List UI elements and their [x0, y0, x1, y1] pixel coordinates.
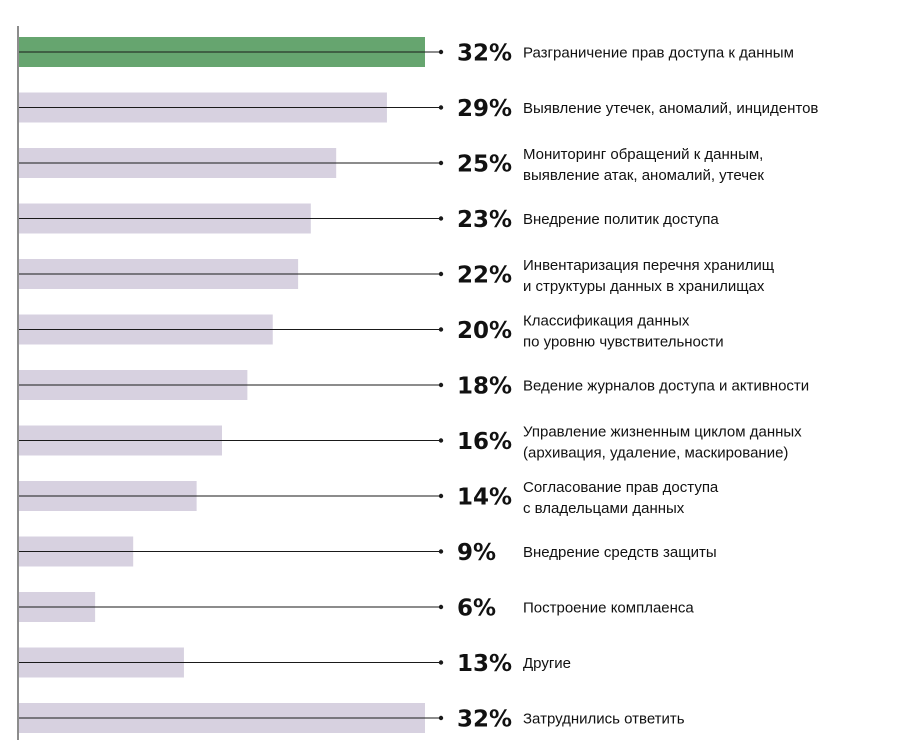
value-label: 6% [457, 596, 496, 622]
chart-row: 9% Внедрение средств защиты [19, 536, 717, 567]
value-label: 16% [457, 429, 512, 455]
chart-row: 29% Выявление утечек, аномалий, инциденто… [19, 92, 818, 123]
leader-dot [438, 105, 444, 110]
category-label: Построение комплаенса [523, 600, 694, 617]
category-label: Согласование прав доступа с владельцами д… [523, 479, 719, 517]
leader-dot [438, 660, 444, 665]
leader-dot [438, 160, 444, 166]
chart-row: 23% Внедрение политик доступа [19, 203, 719, 234]
value-label: 32% [457, 707, 512, 733]
value-label: 18% [457, 374, 512, 400]
leader-dot [438, 549, 444, 554]
category-label: Внедрение политик доступа [523, 211, 719, 228]
leader-dot [438, 438, 444, 443]
chart-row: 18% Ведение журналов доступа и активности [19, 370, 809, 400]
leader-dot [438, 493, 444, 499]
value-label: 13% [457, 651, 512, 677]
chart-row: 32% Разграничение прав доступа к данным [19, 37, 794, 67]
leader-dot [438, 216, 444, 221]
chart-row: 32% Затруднились ответить [19, 703, 685, 733]
chart-row: 13% Другие [19, 647, 571, 678]
category-label: Выявление утечек, аномалий, инцидентов [523, 100, 818, 117]
category-label: Мониторинг обращений к данным, выявление … [523, 146, 764, 184]
leader-dot [438, 382, 444, 388]
category-label: Разграничение прав доступа к данным [523, 45, 794, 62]
leader-dot [438, 271, 444, 277]
chart-row: 14% Согласование прав доступа с владельцам… [19, 479, 719, 517]
value-label: 25% [457, 152, 512, 178]
category-label: Классификация данных по уровню чувствител… [523, 313, 724, 351]
chart-row: 6% Построение комплаенса [19, 592, 694, 622]
value-label: 32% [457, 41, 512, 67]
leader-dot [438, 327, 444, 332]
value-label: 23% [457, 207, 512, 233]
category-label: Инвентаризация перечня хранилищ и структу… [523, 257, 774, 295]
value-label: 14% [457, 485, 512, 511]
value-label: 22% [457, 263, 512, 289]
category-label: Внедрение средств защиты [523, 544, 717, 561]
leader-dot [438, 604, 444, 610]
chart-row: 16% Управление жизненным циклом данных (ар… [19, 424, 802, 462]
category-label: Другие [523, 655, 571, 672]
chart-row: 25% Мониторинг обращений к данным, выявлен… [19, 146, 764, 184]
value-label: 20% [457, 318, 512, 344]
category-label: Ведение журналов доступа и активности [523, 378, 809, 395]
value-label: 29% [457, 96, 512, 122]
category-label: Управление жизненным циклом данных (архив… [523, 424, 802, 462]
leader-dot [438, 715, 444, 721]
chart-row: 22% Инвентаризация перечня хранилищ и стру… [19, 257, 774, 295]
value-label: 9% [457, 540, 496, 566]
leader-dot [438, 49, 444, 55]
chart-row: 20% Классификация данных по уровню чувстви… [19, 313, 724, 351]
category-label: Затруднились ответить [523, 711, 685, 728]
